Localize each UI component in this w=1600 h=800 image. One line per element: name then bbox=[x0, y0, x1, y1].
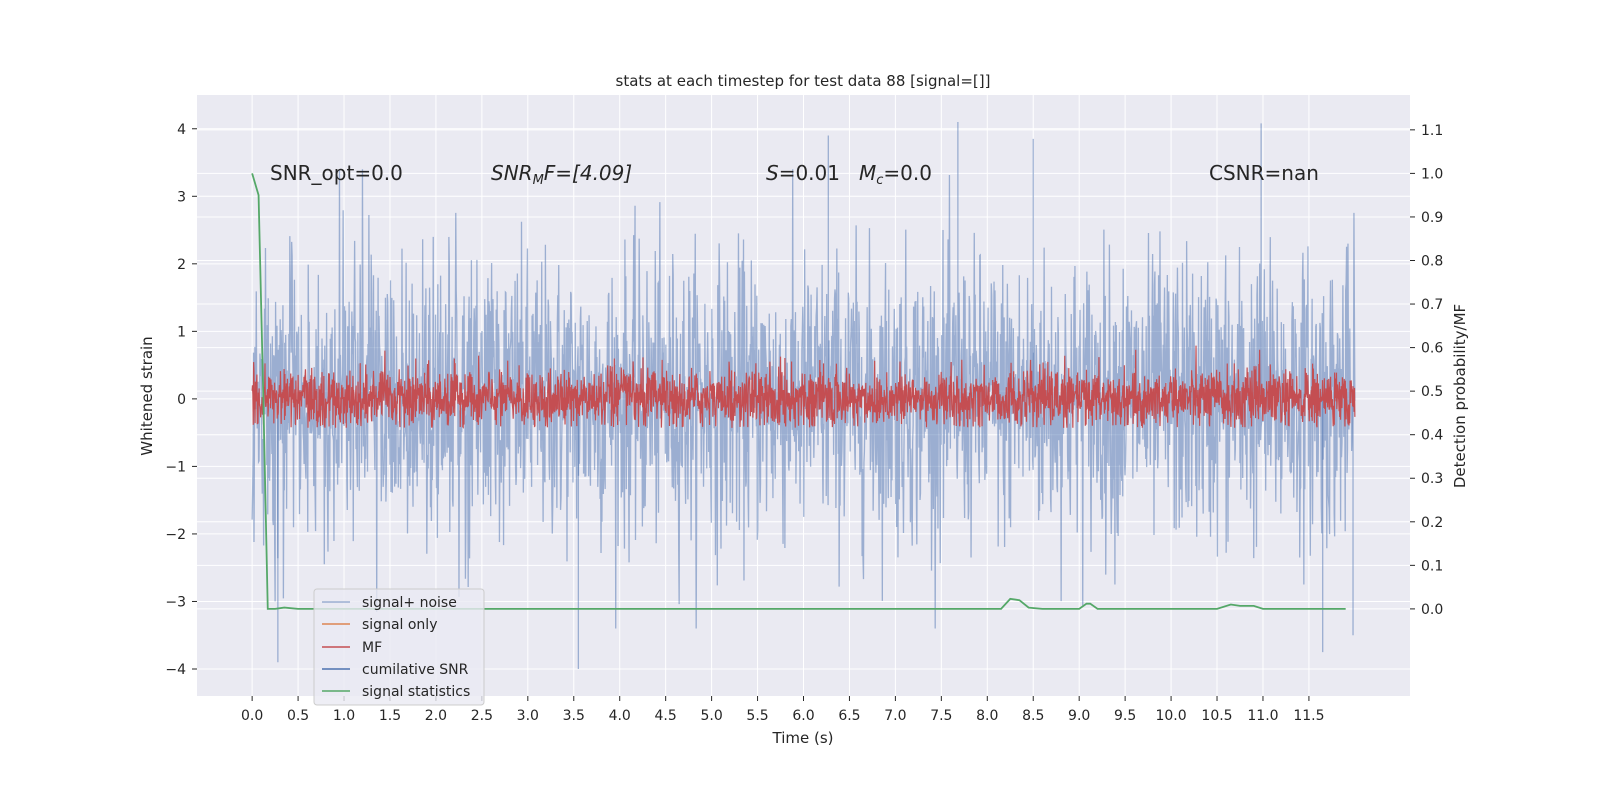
y-tick-label: 2 bbox=[177, 257, 186, 273]
legend-label-signal-statistics: signal statistics bbox=[362, 684, 470, 700]
y-right-tick-label: 0.7 bbox=[1421, 297, 1443, 313]
y-axis-title: Whitened strain bbox=[138, 336, 156, 455]
x-axis-title: Time (s) bbox=[772, 729, 834, 747]
y-tick-label: 1 bbox=[177, 324, 186, 340]
legend-label-signal-noise: signal+ noise bbox=[362, 595, 457, 611]
y-tick-label: 4 bbox=[177, 122, 186, 138]
y-right-tick-label: 0.3 bbox=[1421, 471, 1443, 487]
x-tick-label: 7.0 bbox=[884, 708, 906, 724]
x-axis: 0.0 0.5 1.0 1.5 2.0 2.5 3.0 3.5 4.0 4.5 5.0 5.5 6.0 6… bbox=[241, 696, 1325, 724]
x-tick-label: 11.0 bbox=[1247, 708, 1278, 724]
legend-label-signal-only: signal only bbox=[362, 617, 437, 633]
x-tick-label: 5.0 bbox=[700, 708, 722, 724]
y-right-tick-label: 0.1 bbox=[1421, 558, 1443, 574]
y-right-tick-label: 0.4 bbox=[1421, 428, 1443, 444]
y-tick-label: −3 bbox=[165, 594, 186, 610]
y-tick-label: −4 bbox=[165, 662, 186, 678]
annotation-mc: Mc=0.0 bbox=[859, 161, 932, 188]
series-mf bbox=[251, 345, 1356, 429]
x-tick-label: 4.0 bbox=[609, 708, 631, 724]
x-tick-label: 1.0 bbox=[333, 708, 355, 724]
x-tick-label: 7.5 bbox=[930, 708, 952, 724]
y-tick-label: 0 bbox=[177, 392, 186, 408]
legend-box bbox=[313, 588, 485, 706]
x-tick-label: 0.0 bbox=[241, 708, 263, 724]
y-right-tick-label: 1.0 bbox=[1421, 166, 1443, 182]
y-right-tick-label: 0.9 bbox=[1421, 210, 1443, 226]
y-right-tick-label: 0.6 bbox=[1421, 341, 1443, 357]
y-axis-right-title: Detection probability/MF bbox=[1451, 304, 1469, 488]
series-signal-plus-noise bbox=[251, 169, 1356, 629]
x-tick-label: 5.5 bbox=[746, 708, 768, 724]
x-tick-label: 2.5 bbox=[471, 708, 493, 724]
x-tick-label: 8.0 bbox=[976, 708, 998, 724]
y-axis-right: 1.1 1.0 0.9 0.8 0.7 0.6 0.5 0.4 0.3 0.2 0.1 0.0 bbox=[1410, 123, 1443, 618]
y-right-tick-label: 0.5 bbox=[1421, 384, 1443, 400]
annotation-csnr: CSNR=nan bbox=[1209, 161, 1319, 185]
y-tick-label: 3 bbox=[177, 189, 186, 205]
legend-label-cumulative-snr: cumilative SNR bbox=[362, 662, 469, 678]
y-right-tick-label: 0.0 bbox=[1421, 602, 1443, 618]
y-axis-left: 4 3 2 1 0 −1 −2 −3 −4 bbox=[165, 122, 197, 678]
x-tick-label: 9.5 bbox=[1114, 708, 1136, 724]
x-tick-label: 10.0 bbox=[1155, 708, 1186, 724]
x-tick-label: 9.0 bbox=[1068, 708, 1090, 724]
legend: signal+ noise signal only MF cumilative … bbox=[313, 588, 485, 706]
x-tick-label: 2.0 bbox=[425, 708, 447, 724]
y-right-tick-label: 0.8 bbox=[1421, 253, 1443, 269]
y-tick-label: −2 bbox=[165, 527, 186, 543]
plot-lines bbox=[251, 122, 1356, 669]
x-tick-label: 10.5 bbox=[1201, 708, 1232, 724]
x-tick-label: 6.5 bbox=[838, 708, 860, 724]
x-tick-label: 6.0 bbox=[792, 708, 814, 724]
annotation-snr-opt: SNR_opt=0.0 bbox=[270, 161, 403, 185]
annotation-s: S=0.01 bbox=[766, 161, 840, 185]
chart-title: stats at each timestep for test data 88 … bbox=[616, 72, 991, 90]
legend-label-mf: MF bbox=[362, 640, 382, 656]
y-tick-label: −1 bbox=[165, 459, 186, 475]
x-tick-label: 11.5 bbox=[1293, 708, 1324, 724]
x-tick-label: 8.5 bbox=[1022, 708, 1044, 724]
y-right-tick-label: 0.2 bbox=[1421, 515, 1443, 531]
x-tick-label: 4.5 bbox=[655, 708, 677, 724]
x-tick-label: 0.5 bbox=[287, 708, 309, 724]
x-tick-label: 3.5 bbox=[563, 708, 585, 724]
x-tick-label: 3.0 bbox=[517, 708, 539, 724]
series-signal-statistics bbox=[251, 173, 1346, 610]
annotation-snr-mf: SNRMF=[4.09] bbox=[491, 161, 632, 188]
y-right-tick-label: 1.1 bbox=[1421, 123, 1443, 139]
x-tick-label: 1.5 bbox=[379, 708, 401, 724]
